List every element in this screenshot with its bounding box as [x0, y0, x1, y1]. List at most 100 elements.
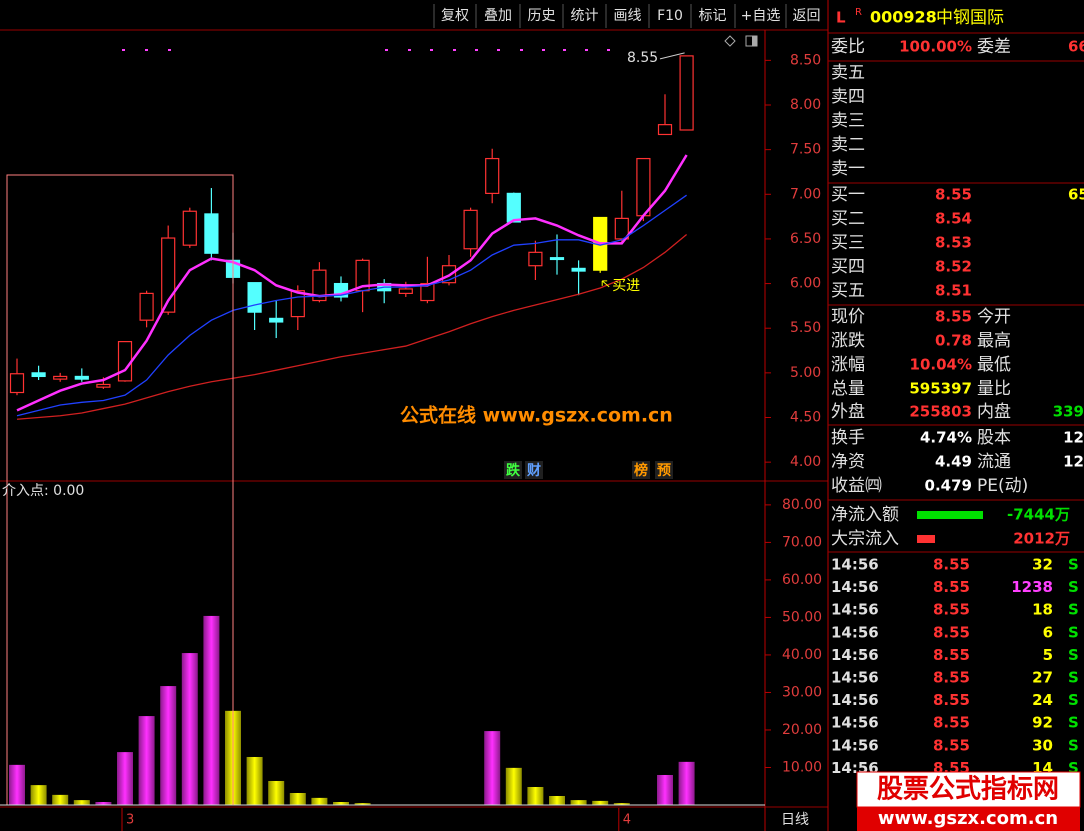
- bar: [203, 615, 220, 805]
- tick-side: S: [1068, 623, 1079, 641]
- bar: [289, 792, 306, 805]
- y-tick-label: 4.00: [790, 454, 821, 470]
- stat-value: 0.78: [935, 332, 972, 350]
- candle-body: [247, 282, 262, 313]
- tick-price: 8.55: [933, 556, 970, 574]
- bar: [570, 800, 587, 805]
- toolbar-button[interactable]: F10: [657, 8, 683, 24]
- candle-body: [485, 157, 500, 194]
- signal-label: 买进: [612, 278, 640, 294]
- toolbar-button[interactable]: 画线: [614, 8, 642, 24]
- stat-label: 净资: [831, 452, 865, 472]
- bid-label: 买三: [831, 233, 865, 253]
- stat-value: 339: [1053, 403, 1084, 421]
- badge: 预: [657, 463, 671, 479]
- watermark-box: [856, 771, 1081, 808]
- ask-label: 卖二: [831, 135, 865, 155]
- tick-volume: 18: [1032, 601, 1053, 619]
- watermark-title: 股票公式指标网: [877, 775, 1059, 805]
- candle-body: [614, 217, 629, 240]
- bar: [657, 774, 673, 805]
- bid-price: 8.52: [935, 258, 972, 276]
- tick-price: 8.55: [933, 669, 970, 687]
- toolbar-button[interactable]: 历史: [528, 8, 556, 24]
- y-tick-label: 50.00: [782, 609, 822, 625]
- toolbar-button[interactable]: +自选: [741, 8, 781, 24]
- bar: [678, 761, 695, 805]
- badge: 财: [526, 462, 541, 479]
- bar: [117, 752, 133, 805]
- tick-price: 8.55: [933, 646, 970, 664]
- y-tick-label: 70.00: [782, 534, 822, 550]
- stat-label: 最低: [977, 355, 1011, 375]
- y-tick-label: 20.00: [782, 722, 822, 738]
- tick-side: S: [1068, 759, 1079, 777]
- marker-dot: [475, 49, 478, 51]
- flow-bar: [917, 535, 935, 543]
- y-tick-label: 6.00: [790, 276, 821, 292]
- high-marker-label: 8.55: [627, 50, 658, 66]
- flow-label: 大宗流入: [831, 529, 899, 549]
- stat-label: 换手: [831, 428, 865, 448]
- bid-label: 买四: [831, 257, 865, 277]
- y-tick-label: 80.00: [782, 497, 822, 513]
- toolbar-button[interactable]: 统计: [571, 8, 599, 24]
- moving-average: [16, 154, 688, 412]
- marker-dot: [408, 49, 411, 51]
- tick-price: 8.55: [933, 601, 970, 619]
- toolbar-button[interactable]: 标记: [699, 8, 727, 24]
- stat-label: 今开: [977, 307, 1011, 327]
- marker-dot: [585, 49, 588, 51]
- toolbar-button[interactable]: 叠加: [484, 8, 512, 24]
- bar: [505, 767, 522, 805]
- y-tick-label: 8.00: [790, 97, 821, 113]
- candle-body: [53, 375, 68, 380]
- candle-body: [31, 372, 46, 378]
- badge-bg: [655, 461, 673, 479]
- stat-label: 量比: [977, 379, 1011, 399]
- row-label: 委比: [831, 37, 865, 57]
- tick-side: S: [1068, 691, 1079, 709]
- candle-body: [571, 267, 586, 272]
- stat-value: 255803: [909, 403, 972, 421]
- bar: [527, 786, 544, 805]
- tick-volume: 1238: [1011, 578, 1053, 596]
- candle-body: [506, 192, 521, 223]
- candle-body: [657, 124, 673, 136]
- marker-dot: [607, 49, 610, 51]
- candle-body: [204, 213, 219, 254]
- bar: [354, 803, 371, 805]
- bar: [592, 800, 609, 805]
- bid-volume: 65: [1068, 186, 1084, 204]
- quote-flag-sup: R: [855, 7, 862, 18]
- tick-side: S: [1068, 601, 1079, 619]
- x-tick-label: 3: [126, 813, 134, 828]
- candle-body: [161, 237, 176, 313]
- flow-bar: [917, 511, 983, 519]
- stat-value: 4.49: [935, 453, 972, 471]
- tick-volume: 24: [1032, 691, 1053, 709]
- candle-body: [117, 341, 133, 382]
- stat-value: 12: [1063, 429, 1084, 447]
- row-value: 100.00%: [899, 38, 972, 56]
- indicator-title: 介入点: 0.00: [2, 483, 84, 499]
- badge-bg: [525, 461, 543, 479]
- tick-volume: 92: [1032, 714, 1053, 732]
- marker-dot: [430, 49, 433, 51]
- toolbar-button[interactable]: 返回: [793, 8, 821, 24]
- bar: [30, 785, 47, 805]
- bid-price: 8.55: [935, 186, 972, 204]
- badge: 榜: [634, 462, 648, 479]
- stat-value: 4.74%: [920, 429, 972, 447]
- bar: [268, 780, 285, 805]
- y-tick-label: 7.50: [790, 142, 821, 158]
- marker-dot: [145, 49, 148, 51]
- stat-label: 现价: [831, 307, 865, 327]
- tick-time: 14:56: [831, 736, 879, 754]
- stat-value: 10.04%: [910, 356, 972, 374]
- candle-body: [398, 288, 413, 294]
- toolbar-button[interactable]: 复权: [441, 7, 469, 24]
- bar: [246, 756, 263, 805]
- marker-dot: [520, 49, 523, 51]
